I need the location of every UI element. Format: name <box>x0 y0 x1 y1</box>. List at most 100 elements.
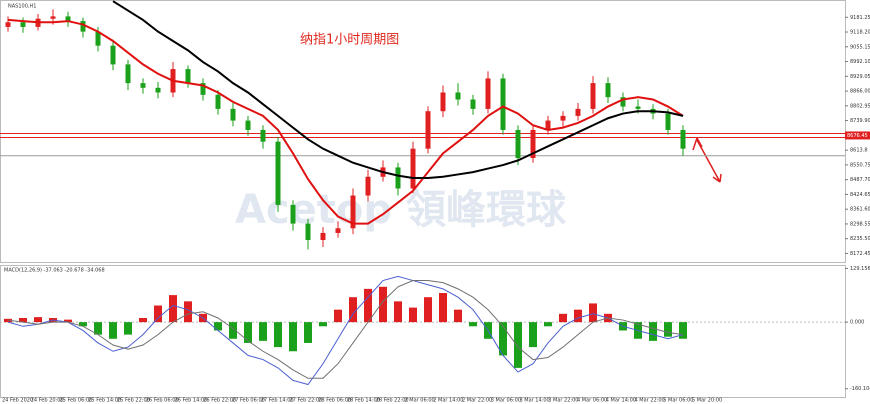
x-tick-label: 5 Mar 06:00 <box>663 398 693 404</box>
x-tick-label: 4 Mar 22:00 <box>635 398 665 404</box>
candle-body <box>455 92 461 100</box>
y-tick-label: 8361.60 <box>850 207 870 213</box>
candle-body <box>440 92 446 112</box>
y-tick-label: 129.156 <box>850 266 870 272</box>
candle-body <box>320 232 326 240</box>
y-tick-label: 8550.75 <box>850 162 870 168</box>
macd-line <box>7 280 684 379</box>
moving-average <box>112 0 684 179</box>
candle-body <box>515 129 521 159</box>
candle-body <box>5 22 11 27</box>
macd-bar <box>679 322 687 339</box>
candle-body <box>335 228 341 233</box>
macd-bar <box>154 305 162 323</box>
y-tick-label: 9118.20 <box>850 30 870 36</box>
macd-bar <box>229 322 237 339</box>
candle-body <box>200 83 206 95</box>
macd-bar <box>124 322 132 335</box>
y-tick-label: 8929.05 <box>850 74 870 80</box>
y-tick-label: 8424.65 <box>850 192 870 198</box>
y-tick-label: 8172.45 <box>850 251 870 257</box>
candle-body <box>260 129 266 142</box>
y-tick-label: 8235.50 <box>850 236 870 242</box>
price-tag <box>845 131 870 140</box>
chart-title: 纳指1小时周期图 <box>300 33 399 48</box>
macd-bar <box>544 322 552 327</box>
y-tick-label: 8992.10 <box>850 59 870 65</box>
macd-bar <box>19 317 27 323</box>
candle-body <box>500 78 506 130</box>
macd-bar <box>424 297 432 323</box>
macd-bar <box>514 322 522 368</box>
x-tick-label: 25 Feb 06:00 <box>60 398 93 404</box>
x-tick-label: 2 Mar 14:00 <box>433 398 463 404</box>
candle-body <box>65 16 71 22</box>
x-tick-label: 25 Feb 22:00 <box>117 398 150 404</box>
candle-body <box>365 176 371 196</box>
macd-bar <box>139 317 147 323</box>
candle-body <box>410 148 416 189</box>
x-tick-label: 3 Mar 22:00 <box>548 398 578 404</box>
candle-body <box>95 31 101 46</box>
macd-bar <box>349 297 357 323</box>
candle-body <box>635 106 641 109</box>
macd-bar <box>184 301 192 323</box>
candle-body <box>50 16 56 19</box>
candle-body <box>245 120 251 130</box>
macd-bar <box>454 309 462 323</box>
candle-body <box>560 115 566 121</box>
macd-bar <box>364 288 372 323</box>
macd-bar <box>34 317 42 323</box>
macd-bar <box>529 322 537 348</box>
candle-body <box>590 83 596 109</box>
y-tick-label: 8487.70 <box>850 177 870 183</box>
candle-body <box>470 99 476 109</box>
x-tick-label: 26 Feb 06:00 <box>146 398 179 404</box>
x-tick-label: 3 Mar 14:00 <box>520 398 550 404</box>
y-tick-label: 8739.90 <box>850 118 870 124</box>
macd-bar <box>304 322 312 343</box>
candle-body <box>80 21 86 32</box>
candle-body <box>605 83 611 98</box>
x-tick-label: 26 Feb 14:00 <box>175 398 208 404</box>
x-tick-label: 2 Mar 22:00 <box>462 398 492 404</box>
candle-body <box>290 204 296 224</box>
candle-body <box>185 69 191 84</box>
x-tick-label: 27 Feb 22:00 <box>290 398 323 404</box>
candle-body <box>545 120 551 130</box>
moving-average <box>7 18 684 225</box>
y-tick-label: 8866.00 <box>850 89 870 95</box>
macd-frame <box>0 265 846 398</box>
x-tick-label: 28 Feb 06:00 <box>318 398 351 404</box>
y-tick-label: 8613.8 <box>850 148 868 154</box>
candle-body <box>20 22 26 27</box>
macd-bar <box>214 322 222 331</box>
macd-bar <box>649 322 657 341</box>
macd-bar <box>79 322 87 327</box>
candle-body <box>395 167 401 189</box>
x-tick-label: 24 Feb 2020 <box>2 398 33 404</box>
x-tick-label: 5 Mar 20:00 <box>692 398 722 404</box>
candle-body <box>680 129 686 149</box>
macd-bar <box>94 322 102 335</box>
x-tick-label: 3 Mar 06:00 <box>491 398 521 404</box>
price-tag-label: 8676.45 <box>847 133 868 139</box>
x-tick-label: 26 Feb 22:00 <box>203 398 236 404</box>
macd-bar <box>289 322 297 352</box>
macd-bar <box>64 319 72 323</box>
macd-bar <box>574 309 582 323</box>
symbol-label: NAS100,H1 <box>8 4 36 10</box>
macd-bar <box>469 322 477 327</box>
candle-body <box>215 94 221 109</box>
candle-body <box>125 64 131 84</box>
macd-bar <box>379 286 387 323</box>
macd-line <box>7 275 684 386</box>
candle-body <box>665 113 671 130</box>
macd-bar <box>274 322 282 348</box>
y-tick-label: 9181.25 <box>850 15 870 21</box>
macd-bar <box>394 301 402 323</box>
y-tick-label: 0.000 <box>850 320 864 326</box>
forecast-arrow <box>692 137 722 183</box>
y-tick-label: 8298.55 <box>850 221 870 227</box>
